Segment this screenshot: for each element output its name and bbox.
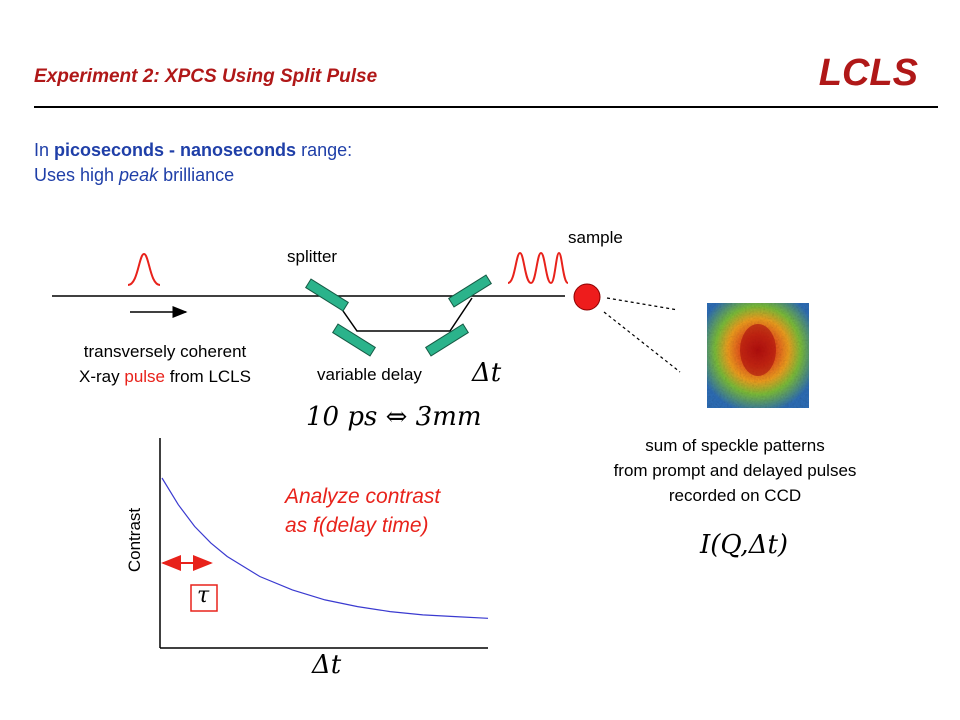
source-label-line-2-post: from LCLS [165, 367, 251, 386]
chart-annotation: Analyze contrast as f(delay time) [285, 482, 440, 540]
splitter-mirror-2 [448, 274, 492, 308]
contrast-decay-curve [161, 477, 489, 619]
delay-mirror-1 [332, 323, 376, 357]
chart-annotation-line-1: Analyze contrast [285, 485, 441, 508]
single-pulse-icon [127, 252, 161, 286]
intro-text: In picoseconds - nanoseconds range: Uses… [34, 138, 352, 188]
source-label-line-2-red: pulse [124, 367, 165, 386]
lcls-logo: LCLS [818, 52, 918, 94]
intro-line-2-suffix: brilliance [158, 165, 235, 185]
speckle-caption: sum of speckle patterns from prompt and … [555, 433, 915, 508]
slide-title: Experiment 2: XPCS Using Split Pulse [34, 66, 378, 87]
chart-x-label: Δt [312, 650, 342, 680]
intro-line-1-prefix: In [34, 140, 55, 160]
intro-line-2-italic: peak [119, 165, 159, 185]
variable-delay-label: variable delay [317, 365, 422, 384]
delay-mirror-2 [425, 323, 469, 357]
source-label-line-1: transversely coherent [83, 342, 247, 361]
speckle-image [707, 303, 809, 408]
scatter-line-upper [606, 297, 679, 311]
intro-line-1: In picoseconds - nanoseconds range: [34, 138, 352, 163]
source-label: transversely coherent X-ray pulse from L… [30, 339, 300, 389]
header-rule [34, 106, 938, 108]
scatter-line-lower [603, 311, 681, 373]
intro-line-2: Uses high peak brilliance [34, 163, 352, 188]
intro-line-1-bold: picoseconds - nanoseconds [54, 140, 297, 160]
intro-line-1-suffix: range: [296, 140, 353, 160]
splitter-mirror-1 [305, 278, 349, 312]
chart-annotation-line-2: as f(delay time) [285, 514, 429, 537]
intro-line-2-prefix: Uses high [34, 165, 120, 185]
delay-symbol: Δt [472, 358, 502, 388]
conversion-formula: 10 ps ⇔ 3mm [306, 402, 482, 432]
tau-label: τ [197, 583, 210, 608]
speckle-caption-line-3: recorded on CCD [668, 486, 802, 505]
speckle-caption-line-1: sum of speckle patterns [645, 436, 825, 455]
sample-icon [573, 283, 601, 311]
speckle-caption-line-2: from prompt and delayed pulses [613, 461, 857, 480]
tau-box [190, 584, 218, 612]
chart-y-label: Contrast [125, 507, 144, 573]
delay-path [333, 297, 473, 332]
source-label-line-2-pre: X-ray [79, 367, 125, 386]
splitter-label: splitter [287, 247, 338, 266]
split-pulses-icon [507, 251, 569, 285]
source-label-line-2: X-ray pulse from LCLS [30, 364, 300, 389]
intensity-formula: I(Q,Δt) [700, 530, 789, 560]
sample-label: sample [568, 228, 623, 247]
